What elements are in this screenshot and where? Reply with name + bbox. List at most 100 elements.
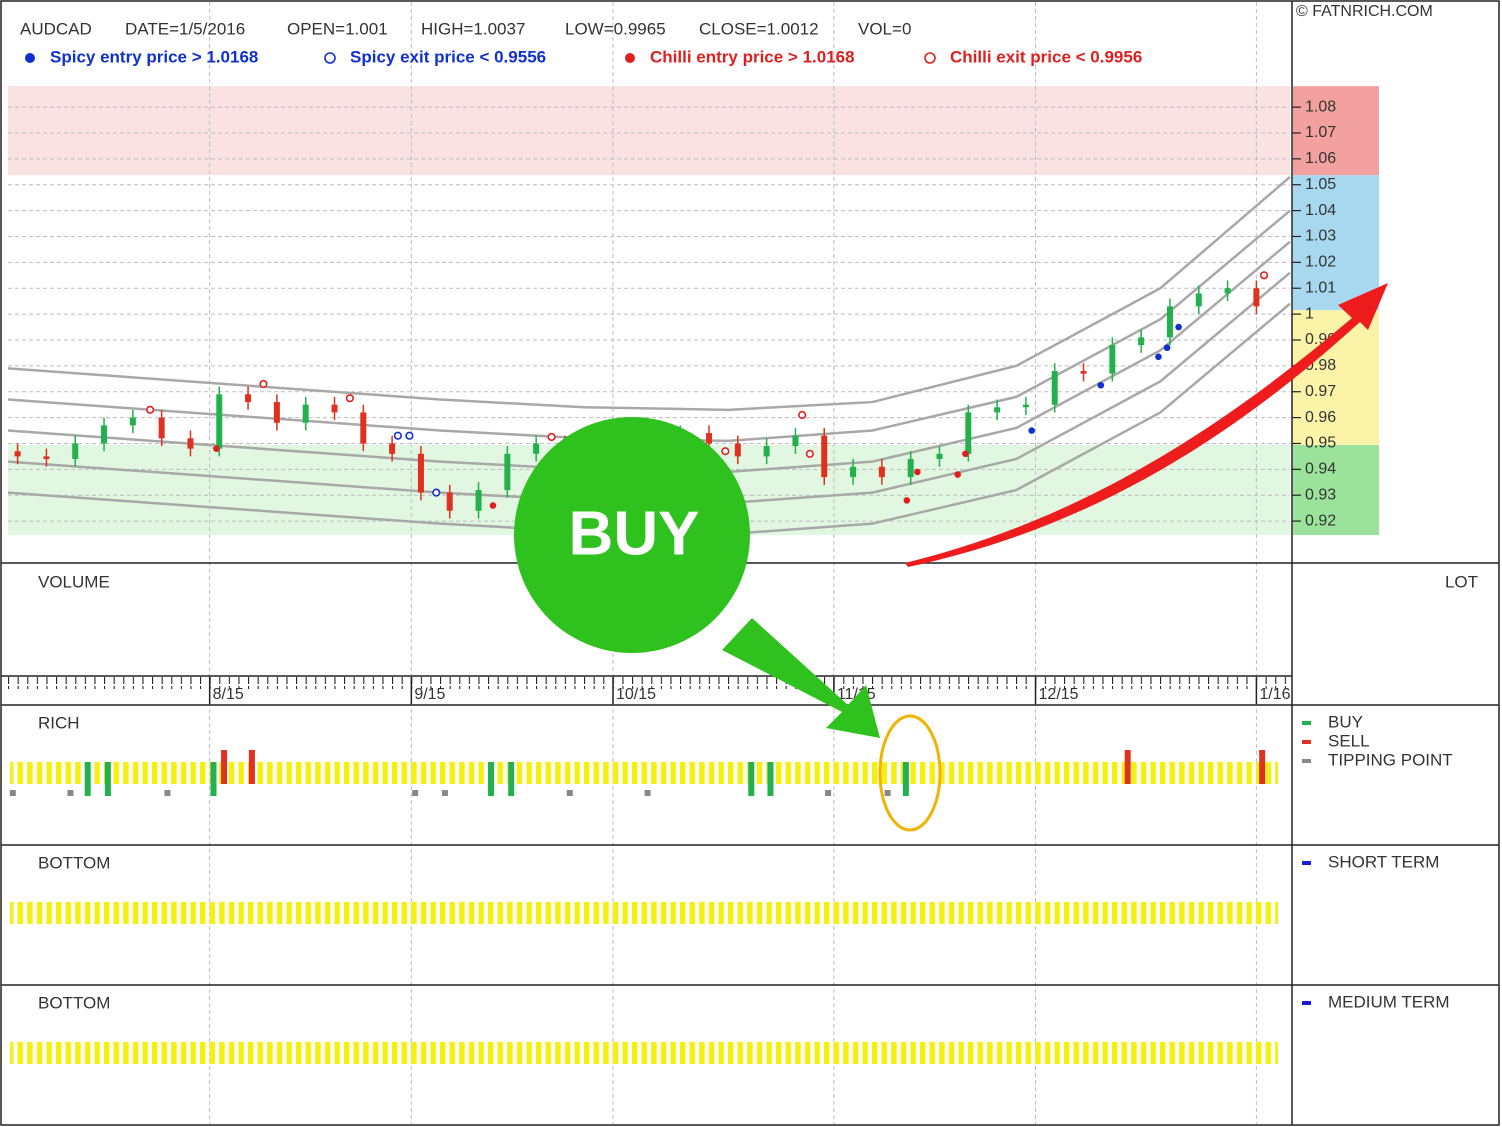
signal-marker xyxy=(805,449,814,458)
signal-marker xyxy=(1163,344,1171,352)
candle-body xyxy=(533,443,540,454)
signal-strip xyxy=(10,762,1278,784)
legend-label: Spicy exit price < 0.9556 xyxy=(350,47,546,66)
signal-mark xyxy=(748,762,755,796)
info-field: LOW=0.9965 xyxy=(565,19,666,38)
candle-body xyxy=(504,453,511,491)
signal-marker xyxy=(393,431,402,440)
signal-mark xyxy=(767,762,774,796)
y-tick-label: 1.05 xyxy=(1305,176,1336,193)
legend-label: Spicy entry price > 1.0168 xyxy=(50,47,258,66)
signal-marker xyxy=(721,447,730,456)
signal-mark xyxy=(488,762,495,796)
legend-symbol xyxy=(924,52,936,64)
candle-body xyxy=(1253,288,1260,307)
panel-title: VOLUME xyxy=(38,572,110,591)
candle-body xyxy=(1022,404,1029,408)
candle-body xyxy=(1051,371,1058,405)
signal-marker xyxy=(489,502,497,509)
signal-mark xyxy=(67,790,74,796)
signal-mark xyxy=(902,762,909,796)
x-tick-label: 9/15 xyxy=(414,686,445,703)
signal-mark xyxy=(412,790,419,796)
candle-body xyxy=(302,404,309,423)
candle-body xyxy=(763,446,770,457)
legend-symbol xyxy=(1302,759,1311,763)
y-tick-label: 0.97 xyxy=(1305,383,1336,400)
signal-mark xyxy=(825,790,832,796)
y-tick-label: 0.92 xyxy=(1305,512,1336,529)
signal-marker xyxy=(1259,271,1269,280)
signal-mark xyxy=(441,790,448,796)
legend-label: BUY xyxy=(1328,712,1363,731)
candle-body xyxy=(994,407,1001,413)
candle-body xyxy=(72,443,79,459)
x-tick-label: 10/15 xyxy=(616,686,656,703)
y-tick-label: 0.94 xyxy=(1305,461,1336,478)
signal-marker xyxy=(1155,353,1162,361)
legend-label: SELL xyxy=(1328,731,1370,750)
candle-body xyxy=(850,466,857,478)
signal-mark xyxy=(508,762,515,796)
panel-title: RICH xyxy=(38,713,80,732)
legend-symbol xyxy=(324,52,336,64)
panel-title: BOTTOM xyxy=(38,853,110,872)
candle-body xyxy=(792,435,799,447)
candle-body xyxy=(273,402,280,423)
legend-label: SHORT TERM xyxy=(1328,852,1439,871)
signal-marker xyxy=(903,497,911,504)
signal-marker xyxy=(798,410,807,420)
signal-mark xyxy=(104,762,111,796)
candle-body xyxy=(101,425,108,444)
signal-strip xyxy=(10,1042,1278,1064)
candle-body xyxy=(475,490,482,511)
signal-mark xyxy=(221,750,228,784)
legend-label: Chilli exit price < 0.9956 xyxy=(950,47,1142,66)
legend-symbol xyxy=(625,53,635,63)
candle-body xyxy=(43,456,50,459)
copyright: © FATNRICH.COM xyxy=(1296,3,1433,20)
zone-axis-band xyxy=(1293,86,1379,176)
buy-circle xyxy=(514,417,750,653)
minor-ticks xyxy=(8,677,1290,689)
candle-body xyxy=(1109,345,1116,374)
candle-body xyxy=(245,394,252,403)
signal-marker xyxy=(405,431,414,440)
signal-mark xyxy=(84,762,91,796)
signal-marker xyxy=(547,432,556,442)
symbol-title: AUDCAD xyxy=(20,19,92,38)
signal-marker xyxy=(345,394,354,403)
legend-label: Chilli entry price > 1.0168 xyxy=(650,47,855,66)
y-tick-label: 1 xyxy=(1305,305,1314,322)
info-field: DATE=1/5/2016 xyxy=(125,19,245,38)
signal-mark xyxy=(9,790,16,796)
info-field: CLOSE=1.0012 xyxy=(699,19,819,38)
channel-line xyxy=(7,176,1291,412)
signal-marker xyxy=(213,445,220,452)
candle-body xyxy=(821,435,828,478)
y-tick-label: 1.03 xyxy=(1305,228,1336,245)
buy-arrow xyxy=(722,618,880,738)
info-field: HIGH=1.0037 xyxy=(421,19,525,38)
signal-mark xyxy=(210,762,217,796)
signal-marker xyxy=(962,450,969,458)
candle-body xyxy=(14,451,21,457)
signal-marker xyxy=(259,379,268,389)
y-tick-label: 0.96 xyxy=(1305,409,1336,426)
candle-body xyxy=(1195,293,1202,307)
candle-body xyxy=(1138,337,1145,346)
signal-mark xyxy=(644,790,651,796)
signal-mark xyxy=(248,750,255,784)
candle-body xyxy=(706,433,713,444)
candle-body xyxy=(216,394,223,449)
panel-right-label: LOT xyxy=(1445,572,1478,591)
y-tick-label: 0.95 xyxy=(1305,435,1336,452)
info-field: OPEN=1.001 xyxy=(287,19,388,38)
y-tick-label: 1.01 xyxy=(1305,279,1336,296)
x-tick-label: 12/15 xyxy=(1039,686,1079,703)
candle-body xyxy=(446,492,453,511)
y-tick-label: 1.04 xyxy=(1305,202,1336,219)
